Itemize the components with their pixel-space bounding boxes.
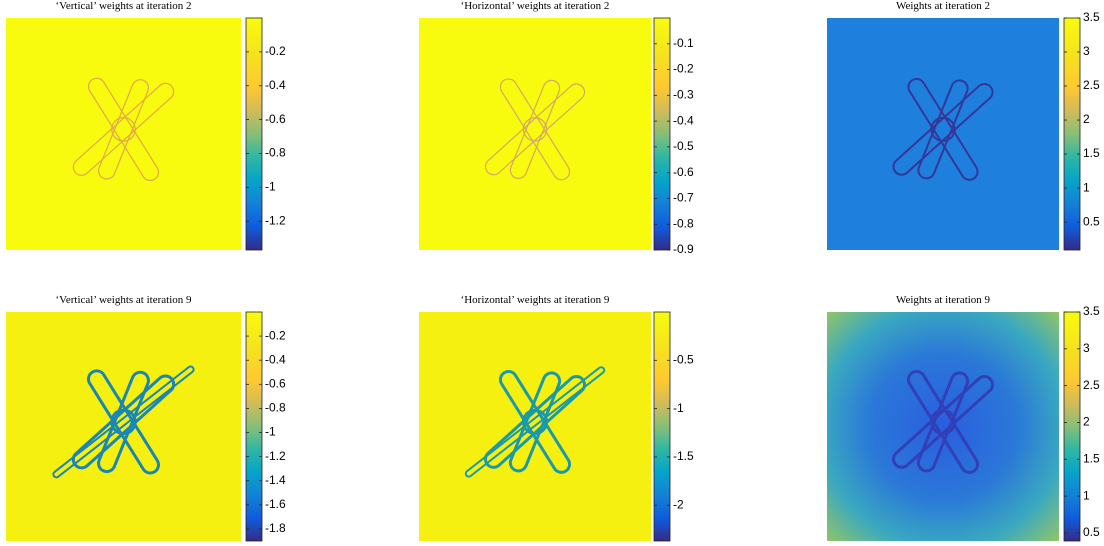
- colorbar: [1063, 17, 1081, 251]
- colorbar-tick-label: 3: [1083, 341, 1090, 355]
- star-arm: [498, 369, 572, 474]
- star-hub: [929, 408, 957, 436]
- colorbar-tick-label: -0.8: [265, 146, 286, 160]
- star-shape: [464, 366, 606, 478]
- panel-title: Weights at iteration 9: [896, 294, 991, 306]
- colorbar-tick-label: -1: [265, 180, 276, 194]
- colorbar-tick-label: -0.6: [265, 376, 286, 390]
- star-arm: [97, 370, 150, 474]
- heatmap-image: [827, 312, 1059, 541]
- star-hub: [111, 117, 136, 142]
- star-hub: [522, 117, 548, 142]
- heatmap-image: [6, 18, 241, 250]
- colorbar: [653, 311, 671, 542]
- colorbar: [1063, 311, 1081, 542]
- star-arm: [464, 366, 606, 478]
- colorbar-tick-label: 1: [1083, 488, 1090, 502]
- colorbar: [245, 17, 263, 251]
- panel-title: ‘Horizontal’ weights at iteration 9: [461, 294, 610, 306]
- colorbar-tick-label: 3.5: [1083, 304, 1100, 318]
- colorbar-tick-label: 1.5: [1083, 146, 1100, 160]
- star-shape: [52, 365, 195, 479]
- star-arm: [484, 83, 586, 176]
- colorbar: [653, 17, 671, 251]
- star-arm: [508, 371, 562, 473]
- star-arm: [907, 77, 979, 181]
- star-shape: [892, 77, 994, 181]
- colorbar-tick-label: -1.8: [265, 521, 286, 535]
- colorbar-tick-label: 1: [1083, 180, 1090, 194]
- star-hub: [521, 408, 549, 436]
- colorbar-tick-label: -0.2: [265, 44, 286, 58]
- colorbar-tick-label: -0.4: [265, 352, 286, 366]
- colorbar-tick-label: 3.5: [1083, 10, 1100, 24]
- colorbar-tick-label: -1.5: [673, 449, 694, 463]
- star-arm: [72, 82, 175, 176]
- heatmap-image: [827, 18, 1059, 250]
- star-arm: [87, 77, 160, 182]
- colorbar-tick-label: -0.3: [673, 88, 694, 102]
- colorbar-tick-label: -0.6: [265, 112, 286, 126]
- panel-title: ‘Vertical’ weights at iteration 9: [55, 294, 192, 306]
- colorbar-tick-label: 3: [1083, 44, 1090, 58]
- colorbar-tick-label: -1.6: [265, 497, 286, 511]
- star-arm: [87, 369, 160, 475]
- colorbar-tick-label: 2: [1083, 415, 1090, 429]
- colorbar-tick-label: -0.4: [265, 78, 286, 92]
- colorbar-tick-label: -1.4: [265, 473, 286, 487]
- star-arm: [916, 371, 970, 473]
- colorbar-tick-label: -1.2: [265, 449, 286, 463]
- colorbar-tick-label: -0.8: [673, 216, 694, 230]
- colorbar-tick-label: 2: [1083, 112, 1090, 126]
- panel-title: Weights at iteration 2: [896, 0, 990, 12]
- colorbar-tick-label: -0.5: [673, 139, 694, 153]
- colorbar-tick-label: -1: [673, 401, 684, 415]
- star-arm: [509, 79, 561, 179]
- colorbar-tick-label: -0.8: [265, 401, 286, 415]
- colorbar-tick-label: 2.5: [1083, 378, 1100, 392]
- heatmap-image: [419, 18, 651, 250]
- star-hub: [930, 116, 956, 142]
- star-arm: [52, 365, 195, 479]
- colorbar-tick-label: 0.5: [1083, 525, 1100, 539]
- star-arm: [499, 78, 571, 181]
- colorbar-tick-label: -0.9: [673, 242, 694, 256]
- colorbar-tick-label: -1.2: [265, 213, 286, 227]
- colorbar-tick-label: -1: [265, 425, 276, 439]
- colorbar-tick-label: -0.1: [673, 36, 694, 50]
- colorbar-tick-label: -0.7: [673, 191, 694, 205]
- star-shape: [484, 78, 586, 181]
- star-shape: [892, 369, 994, 474]
- star-shape: [72, 77, 175, 182]
- colorbar: [245, 311, 263, 542]
- star-hub: [110, 408, 137, 436]
- colorbar-tick-label: -0.2: [265, 328, 286, 342]
- colorbar-tick-label: -0.6: [673, 165, 694, 179]
- colorbar-tick-label: -0.2: [673, 62, 694, 76]
- colorbar-tick-label: -0.4: [673, 113, 694, 127]
- colorbar-tick-label: -0.5: [673, 352, 694, 366]
- star-arm: [97, 79, 150, 180]
- colorbar-tick-label: 1.5: [1083, 451, 1100, 465]
- panel-title: ‘Horizontal’ weights at iteration 2: [461, 0, 610, 12]
- panel-title: ‘Vertical’ weights at iteration 2: [55, 0, 191, 12]
- colorbar-tick-label: -2: [673, 497, 684, 511]
- star-arm: [906, 369, 980, 474]
- star-arm: [917, 79, 969, 180]
- colorbar-tick-label: 2.5: [1083, 78, 1100, 92]
- colorbar-tick-label: 0.5: [1083, 214, 1100, 228]
